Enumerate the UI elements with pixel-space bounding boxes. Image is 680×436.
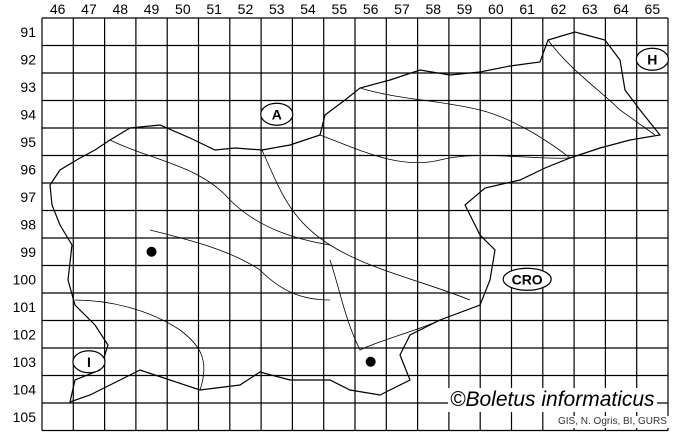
column-label: 58 [425,1,441,17]
column-label: 56 [363,1,379,17]
river [74,299,205,391]
occurrence-point [365,356,376,367]
svg-text:I: I [87,354,91,370]
column-label: 63 [582,1,598,17]
row-label: 104 [13,381,37,397]
row-label: 96 [20,161,36,177]
row-label: 92 [20,51,36,67]
column-label: 49 [144,1,160,17]
column-label: 55 [332,1,348,17]
country-label-i: I [72,350,106,374]
row-label: 103 [13,354,37,370]
row-label: 91 [20,24,36,40]
row-label: 100 [13,271,37,287]
river [547,39,656,136]
column-label: 53 [269,1,285,17]
row-label: 98 [20,216,36,232]
column-label: 48 [112,1,128,17]
country-border [49,31,662,403]
grid [41,17,669,432]
column-label: 47 [81,1,97,17]
rivers [74,39,656,391]
column-label: 52 [238,1,254,17]
river [359,87,571,159]
river [319,134,571,164]
row-label: 101 [13,299,37,315]
row-label: 94 [20,106,36,122]
row-label: 102 [13,326,37,342]
column-label: 61 [519,1,535,17]
column-label: 57 [394,1,410,17]
occurrence-point [146,246,157,257]
svg-text:CRO: CRO [512,271,543,287]
column-label: 62 [551,1,567,17]
row-label: 99 [20,244,36,260]
slovenia-outline [49,31,662,403]
column-label: 54 [300,1,316,17]
occurrence-points [146,246,376,367]
row-label: 95 [20,134,36,150]
column-label: 50 [175,1,191,17]
column-label: 60 [488,1,504,17]
river [261,149,471,301]
country-labels: A H CRO I [72,47,669,374]
river [109,139,331,246]
column-label: 65 [645,1,661,17]
column-label: 51 [206,1,222,17]
column-label: 46 [50,1,66,17]
svg-text:A: A [272,106,282,122]
column-label: 59 [457,1,473,17]
grid-labels: 46 47 48 49 50 51 52 53 54 55 56 57 58 59 60 61 62 63 64 65… [13,1,661,425]
country-label-h: H [635,47,669,71]
row-label: 105 [13,409,37,425]
svg-text:H: H [647,51,657,67]
river [329,259,441,351]
country-label-a: A [260,102,294,126]
row-label: 97 [20,189,36,205]
column-label: 64 [613,1,629,17]
credit-text: ©Boletus informaticus [448,388,657,412]
source-text: GIS, N. Ogris, BI, GURS [556,416,669,428]
river [149,229,331,301]
row-label: 93 [20,79,36,95]
country-label-cro: CRO [502,267,552,291]
